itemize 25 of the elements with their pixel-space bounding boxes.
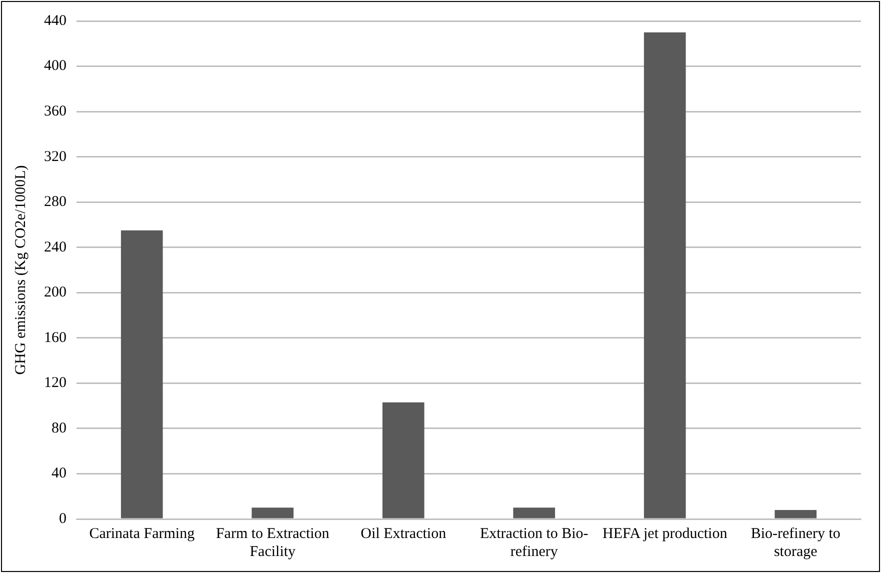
x-tick-label: Carinata Farming xyxy=(89,526,196,542)
y-tick-label: 320 xyxy=(44,148,66,165)
y-tick-label: 360 xyxy=(44,103,66,120)
y-tick-label: 280 xyxy=(44,194,66,210)
bar xyxy=(120,230,163,518)
bar xyxy=(774,510,817,518)
y-axis-title: GHG emissions (Kg CO2e/1000L) xyxy=(12,165,29,375)
x-tick-label: Bio-refinery to storage xyxy=(750,526,840,560)
y-tick-label: 240 xyxy=(44,239,66,256)
y-tick-label: 40 xyxy=(52,466,66,482)
y-tick-label: 120 xyxy=(44,375,66,392)
bar xyxy=(513,508,556,518)
y-tick-label: 200 xyxy=(44,284,66,301)
x-tick-label: HEFA jet production xyxy=(602,526,728,542)
x-tick-label: Farm to Extraction Facility xyxy=(216,526,330,560)
x-tick-label: Extraction to Bio-refinery xyxy=(480,526,588,560)
y-tick-label: 160 xyxy=(44,330,66,346)
y-tick-label: 80 xyxy=(52,420,66,436)
y-tick-label: 0 xyxy=(59,510,66,527)
y-tick-label: 440 xyxy=(44,12,66,29)
bar xyxy=(644,32,686,518)
bar xyxy=(382,402,424,518)
bar xyxy=(252,508,294,518)
y-tick-label: 400 xyxy=(44,58,66,74)
x-tick-label: Oil Extraction xyxy=(360,526,447,542)
